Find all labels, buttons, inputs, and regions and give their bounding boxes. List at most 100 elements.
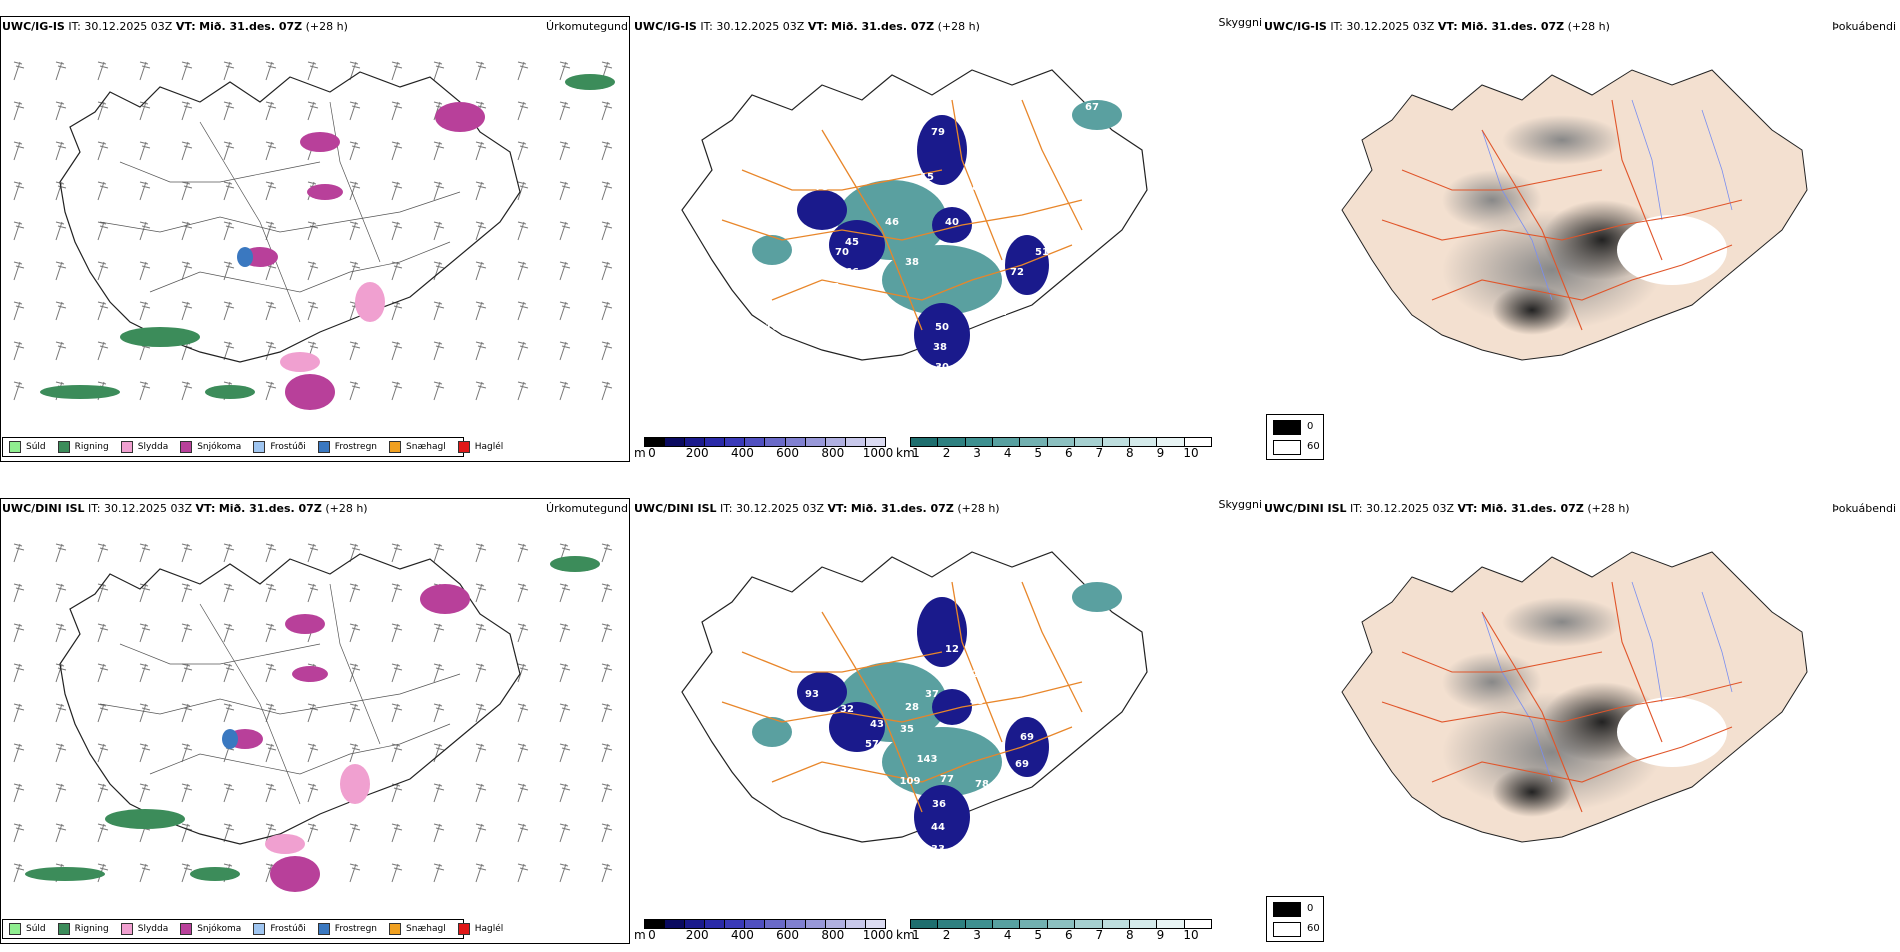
wind-barb [517,583,529,603]
road-network [99,583,461,805]
wind-barb [517,301,529,321]
precip-legend-swatch [180,923,193,935]
wind-barb [139,783,151,803]
ceiling-colorbar: m 0 200 400 600 800 1000 [634,919,893,947]
colorbar-tick-label: 0 [648,928,656,942]
wind-barb [13,543,25,563]
shade-label-high: 60 [1307,441,1320,452]
wind-barb [517,141,529,161]
precip-type-legend: Súld Rigning Slydda Snjókoma Frostúði Frostre… [2,919,503,939]
wind-barb [13,61,25,81]
wind-barb [517,61,529,81]
precip-legend-label: Snjókoma [197,442,242,452]
precip-legend-label: Súld [26,924,46,934]
road-network [99,101,461,323]
vt-value: Mið. 31.des. 07Z [199,20,303,33]
ceiling-value-label: 51 [1035,247,1049,258]
colorbar-tick-label: 3 [973,928,981,942]
wind-barb [265,301,277,321]
ceiling-value-label: 33 [931,844,945,855]
wind-barb [55,101,67,121]
wind-barb [265,341,277,361]
lead-time: (+28 h) [957,502,1000,515]
ceiling-value-label: 37 [925,689,939,700]
wind-barb [475,543,487,563]
colorbar-tick-label: 4 [1003,446,1012,460]
precip-legend-swatch [253,441,266,453]
colorbar-tick-label: 2 [942,446,951,460]
wind-barb [601,783,613,803]
wind-barb [433,703,445,723]
visibility-area [752,235,792,265]
wind-barb [181,61,193,81]
ceiling-values: 73 16 79 15 88 67 46 45 40 70 51 72 38 66 134 50 118 38 30… [765,102,1099,373]
wind-barb [517,341,529,361]
fog-index-map [1341,69,1808,361]
wind-barb [475,341,487,361]
visibility-area [797,672,847,712]
wind-barb [559,743,571,763]
visibility-colorbar-strip [910,919,1212,929]
wind-barb [349,261,361,281]
precip-legend-item: Haglél [457,923,503,935]
visibility-title: Skyggni [1218,16,1262,29]
wind-barb [307,743,319,763]
ceiling-value-label: 46 [885,217,899,228]
wind-barb [13,101,25,121]
vt-value: Mið. 31.des. 07Z [1461,20,1565,33]
wind-barb [307,301,319,321]
precip-legend-item: Rigning [57,923,109,935]
fog-shading [1442,115,1727,335]
visibility-colorbar: km 1 2 3 4 5 6 7 8 9 10 [896,919,1222,947]
vt-value: Mið. 31.des. 07Z [1480,502,1584,515]
wind-barb [391,863,403,883]
fog-title: Þokuábendi [1832,502,1896,515]
colorbar-cell [1075,920,1103,928]
wind-barb [307,583,319,603]
wind-barb [265,101,277,121]
wind-barb [349,703,361,723]
colorbar-tick-label: 10 [1183,928,1199,942]
wind-barb [55,623,67,643]
wind-barb [601,663,613,683]
wind-barb [55,341,67,361]
wind-barb [559,823,571,843]
ceiling-value-label: 15 [920,172,934,183]
wind-barb [97,743,109,763]
wind-barb [97,823,109,843]
wind-barb [475,221,487,241]
wind-barb [265,181,277,201]
wind-barb [475,261,487,281]
precip-area [205,385,255,399]
ceiling-value-label: 38 [933,342,947,353]
colorbar-tick-label: 800 [821,446,845,460]
wind-barbs [13,543,613,883]
wind-barb [601,381,613,401]
ceiling-values: 82 97 12 82 50 93 37 32 28 45 43 35 69 57 62 143 69 109 77… [705,634,1034,855]
ceiling-colorbar-strip [644,919,886,929]
ceiling-value-label: 69 [1020,732,1034,743]
visibility-area [797,190,847,230]
precip-legend-label: Haglél [474,442,504,452]
wind-barb [265,783,277,803]
ceiling-unit: m [634,446,646,460]
colorbar-cell [993,438,1021,446]
colorbar-tick-label: 5 [1034,928,1043,942]
wind-barb [391,783,403,803]
road-network [1381,99,1743,331]
wind-barb [181,663,193,683]
wind-barb [223,101,235,121]
ceiling-value-label: 45 [845,237,859,248]
wind-barb [475,381,487,401]
colorbar-tick-label: 400 [730,928,754,942]
ceiling-value-label: 40 [945,217,959,228]
precip-type-panel: UWC/IG-IS IT: 30.12.2025 03Z VT: Mið. 31… [0,0,632,470]
wind-barb [139,141,151,161]
panel-header: UWC/IG-IS IT: 30.12.2025 03Z VT: Mið. 31… [634,20,980,33]
model-name: UWC/IG-IS [634,20,697,33]
colorbar-cell [1184,920,1211,928]
colorbar-cell [1184,438,1211,446]
precip-area [435,102,485,132]
wind-barb [223,141,235,161]
ceiling-value-label: 28 [905,702,919,713]
